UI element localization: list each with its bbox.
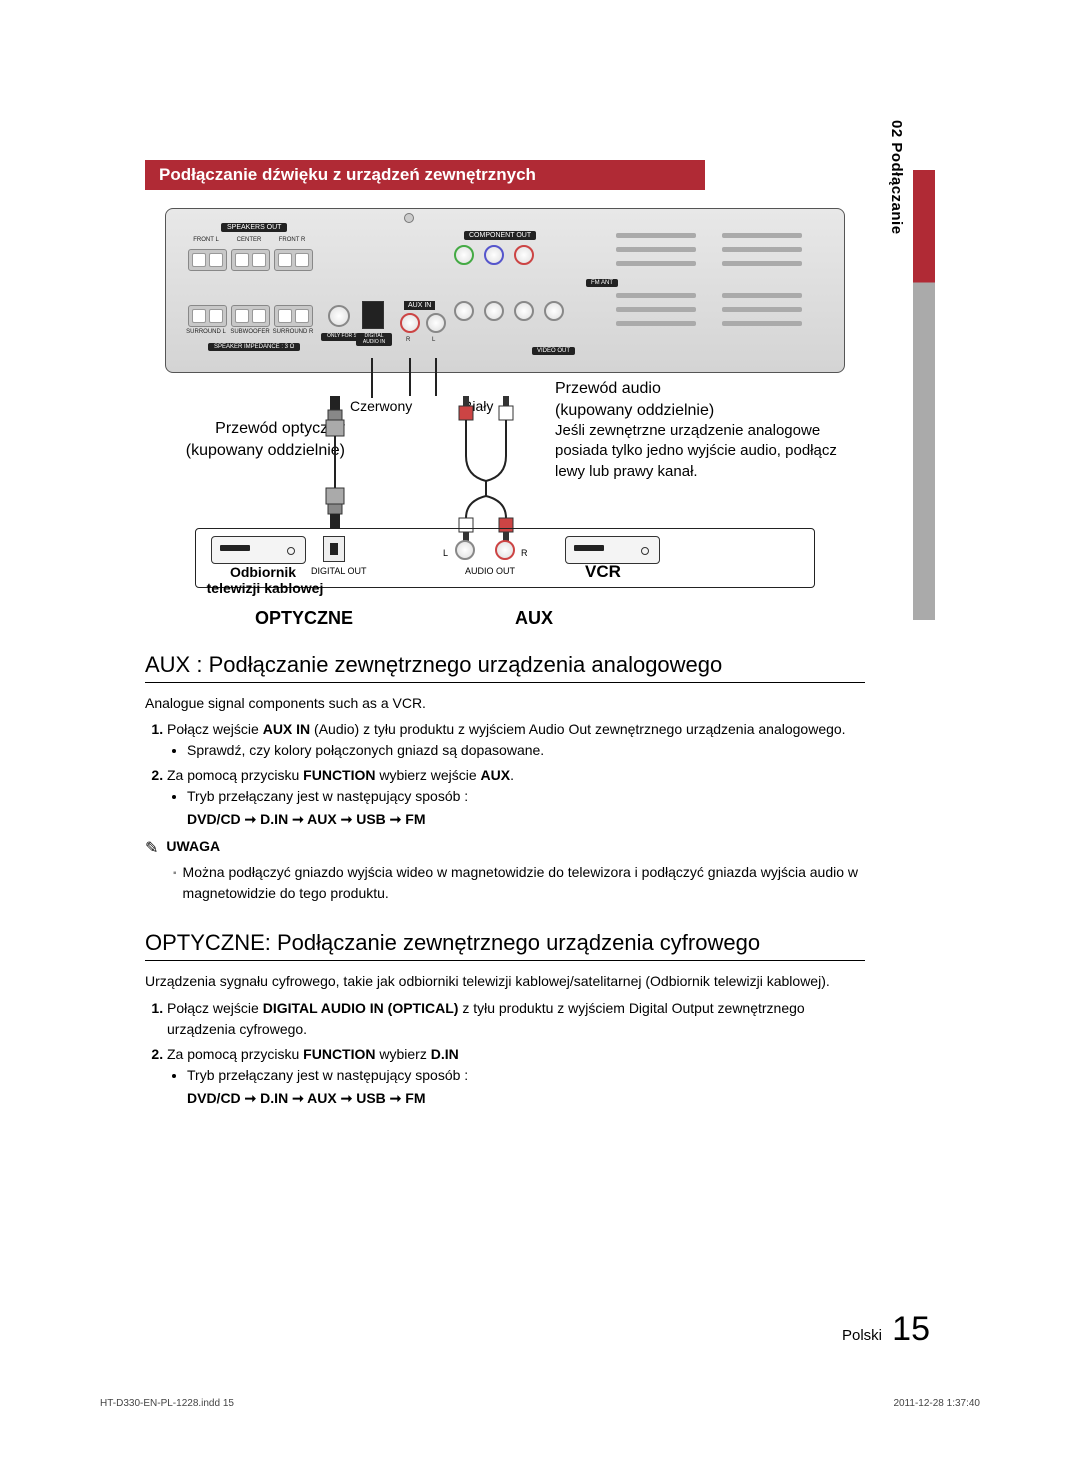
aux-step1-c: (Audio) z tyłu produktu z wyjściem Audio… xyxy=(310,721,845,737)
label-aux: AUX xyxy=(515,608,553,629)
label-receiver-title: Odbiornik xyxy=(223,564,303,580)
label-subwoofer: SUBWOOFER xyxy=(228,329,272,335)
label-surround-r: SURROUND R xyxy=(271,329,315,335)
label-center: CENTER xyxy=(231,237,267,243)
port-aux-l xyxy=(426,313,446,333)
device-vcr xyxy=(565,536,660,564)
audio-note: Jeśli zewnętrzne urządzenie analogowe po… xyxy=(555,421,855,482)
page-content: Podłączanie dźwięku z urządzeń zewnętrzn… xyxy=(145,160,865,1113)
label-czerwony: Czerwony xyxy=(350,398,412,414)
aux-intro: Analogue signal components such as a VCR… xyxy=(145,693,865,713)
footer-lang: Polski xyxy=(842,1327,882,1344)
audio-title: Przewód audio xyxy=(555,378,855,400)
opt-steps: Połącz wejście DIGITAL AUDIO IN (OPTICAL… xyxy=(167,998,865,1109)
opt-mode-chain: DVD/CD ➞ D.IN ➞ AUX ➞ USB ➞ FM xyxy=(187,1088,865,1109)
port-aux-r xyxy=(400,313,420,333)
callout-optical: Przewód optyczny (kupowany oddzielnie) xyxy=(145,418,345,461)
label-digital-out: DIGITAL OUT xyxy=(311,566,367,576)
section-header: Podłączanie dźwięku z urządzeń zewnętrzn… xyxy=(145,160,705,190)
label-vcr: VCR xyxy=(585,562,621,582)
aux-step2-d: AUX xyxy=(481,767,511,783)
label-impedance: SPEAKER IMPEDANCE : 3 Ω xyxy=(208,343,300,351)
aux-note-label: UWAGA xyxy=(166,838,220,854)
label-front-l: FRONT L xyxy=(188,237,224,243)
port-audio-out-l xyxy=(455,540,475,560)
label-surround-l: SURROUND L xyxy=(184,329,228,335)
port-digital-out xyxy=(323,536,345,562)
aux-step2-bullet: Tryb przełączany jest w następujący spos… xyxy=(187,786,865,807)
label-aux-r: R xyxy=(406,337,410,343)
optical-sub: (kupowany oddzielnie) xyxy=(145,440,345,462)
aux-step1-bullet: Sprawdź, czy kolory połączonych gniazd s… xyxy=(187,740,865,761)
opt-intro: Urządzenia sygnału cyfrowego, takie jak … xyxy=(145,971,865,991)
opt-step1-b: DIGITAL AUDIO IN (OPTICAL) xyxy=(263,1000,459,1016)
port-row2-2 xyxy=(484,301,504,321)
side-tab: 02 Podłączanie xyxy=(888,120,905,235)
optical-title: Przewód optyczny xyxy=(145,418,345,440)
label-l: L xyxy=(443,548,448,558)
rear-panel: SPEAKERS OUT FRONT L CENTER FRONT R SURR… xyxy=(165,208,845,373)
opt-section-title: OPTYCZNE: Podłączanie zewnętrznego urząd… xyxy=(145,930,865,961)
aux-step1-b: AUX IN xyxy=(263,721,310,737)
label-speakers-out: SPEAKERS OUT xyxy=(221,223,287,232)
device-receiver xyxy=(211,536,306,564)
port-service xyxy=(328,305,350,327)
aux-mode-chain: DVD/CD ➞ D.IN ➞ AUX ➞ USB ➞ FM xyxy=(187,809,865,830)
label-video-out: VIDEO OUT xyxy=(532,347,575,355)
port-comp-y xyxy=(454,245,474,265)
aux-steps: Połącz wejście AUX IN (Audio) z tyłu pro… xyxy=(167,719,865,830)
page-number: Polski 15 xyxy=(842,1310,930,1349)
side-accent-bar xyxy=(913,170,935,620)
bullet-square-icon: ▪ xyxy=(173,866,177,904)
label-digital-in: DIGITAL AUDIO IN xyxy=(356,333,392,346)
footer-page: 15 xyxy=(892,1310,930,1348)
footer-timestamp: 2011-12-28 1:37:40 xyxy=(893,1398,980,1409)
label-r: R xyxy=(521,548,528,558)
opt-step1-a: Połącz wejście xyxy=(167,1000,263,1016)
aux-step-1: Połącz wejście AUX IN (Audio) z tyłu pro… xyxy=(167,719,865,761)
port-digital-in xyxy=(362,301,384,329)
connection-diagram: SPEAKERS OUT FRONT L CENTER FRONT R SURR… xyxy=(145,208,865,638)
aux-step1-a: Połącz wejście xyxy=(167,721,263,737)
port-comp-pb xyxy=(484,245,504,265)
label-front-r: FRONT R xyxy=(274,237,310,243)
label-component-out: COMPONENT OUT xyxy=(464,231,536,240)
audio-sub: (kupowany oddzielnie) xyxy=(555,400,855,422)
aux-step2-b: FUNCTION xyxy=(303,767,375,783)
label-aux-l: L xyxy=(432,337,435,343)
port-row2-4 xyxy=(544,301,564,321)
footer-indd: HT-D330-EN-PL-1228.indd 15 xyxy=(100,1398,234,1409)
port-comp-pr xyxy=(514,245,534,265)
opt-step2-bullet: Tryb przełączany jest w następujący spos… xyxy=(187,1065,865,1086)
label-fm-ant: FM ANT xyxy=(586,279,618,287)
label-optyczne: OPTYCZNE xyxy=(255,608,353,629)
label-receiver-sub: telewizji kablowej xyxy=(195,580,335,596)
aux-step-2: Za pomocą przycisku FUNCTION wybierz wej… xyxy=(167,765,865,830)
opt-step2-a: Za pomocą przycisku xyxy=(167,1046,303,1062)
opt-step2-c: wybierz xyxy=(376,1046,431,1062)
port-row2-1 xyxy=(454,301,474,321)
aux-note: ✎ UWAGA xyxy=(145,838,865,858)
opt-step2-d: D.IN xyxy=(431,1046,459,1062)
callout-audio: Przewód audio (kupowany oddzielnie) Jeśl… xyxy=(555,378,855,482)
label-audio-out: AUDIO OUT xyxy=(465,566,515,576)
label-aux-in: AUX IN xyxy=(404,301,435,310)
aux-step2-c: wybierz wejście xyxy=(376,767,481,783)
optical-cable-icon xyxy=(320,396,350,536)
aux-step2-a: Za pomocą przycisku xyxy=(167,767,303,783)
port-audio-out-r xyxy=(495,540,515,560)
port-row2-3 xyxy=(514,301,534,321)
aux-step2-e: . xyxy=(510,767,514,783)
opt-step2-b: FUNCTION xyxy=(303,1046,375,1062)
opt-step-1: Połącz wejście DIGITAL AUDIO IN (OPTICAL… xyxy=(167,998,865,1040)
opt-step-2: Za pomocą przycisku FUNCTION wybierz D.I… xyxy=(167,1044,865,1109)
aux-note-body: ▪ Można podłączyć gniazdo wyjścia wideo … xyxy=(173,862,865,904)
aux-note-text: Można podłączyć gniazdo wyjścia wideo w … xyxy=(183,862,865,904)
note-icon: ✎ xyxy=(145,838,158,858)
aux-section-title: AUX : Podłączanie zewnętrznego urządzeni… xyxy=(145,652,865,683)
